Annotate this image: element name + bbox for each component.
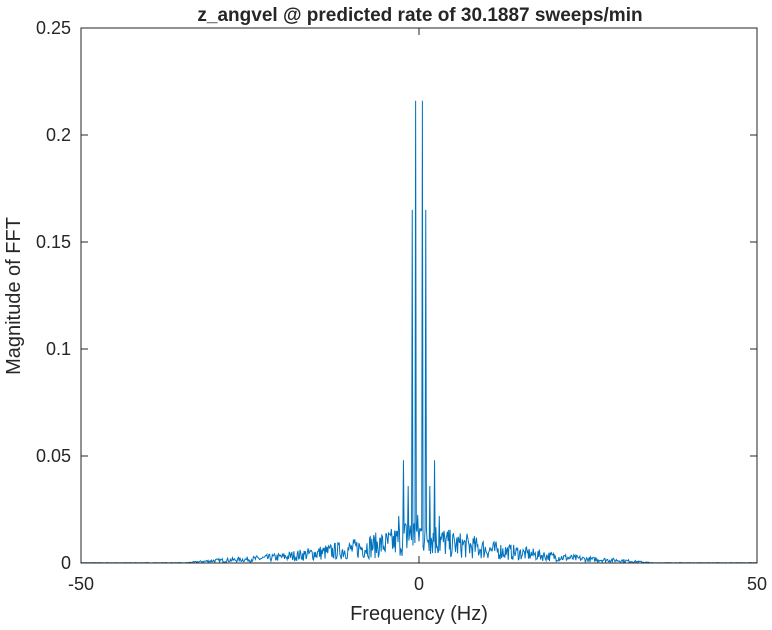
y-tick-label: 0.15 — [36, 232, 71, 252]
chart-title: z_angvel @ predicted rate of 30.1887 swe… — [197, 5, 642, 26]
x-tick-label: 0 — [414, 574, 424, 594]
x-axis: -50 0 50 — [68, 28, 767, 594]
y-tick-label: 0 — [61, 553, 71, 573]
y-tick-label: 0.25 — [36, 18, 71, 38]
fft-magnitude-line — [80, 100, 758, 565]
y-axis: 0 0.05 0.1 0.15 0.2 0.25 — [36, 18, 757, 573]
y-tick-label: 0.1 — [46, 339, 71, 359]
y-axis-label: Magnitude of FFT — [3, 217, 25, 375]
x-tick-label: -50 — [68, 574, 94, 594]
y-tick-label: 0.2 — [46, 125, 71, 145]
plot-series — [80, 100, 758, 565]
x-tick-label: 50 — [747, 574, 767, 594]
x-axis-label: Frequency (Hz) — [350, 603, 488, 625]
plot-area-border — [80, 27, 758, 564]
y-tick-label: 0.05 — [36, 446, 71, 466]
